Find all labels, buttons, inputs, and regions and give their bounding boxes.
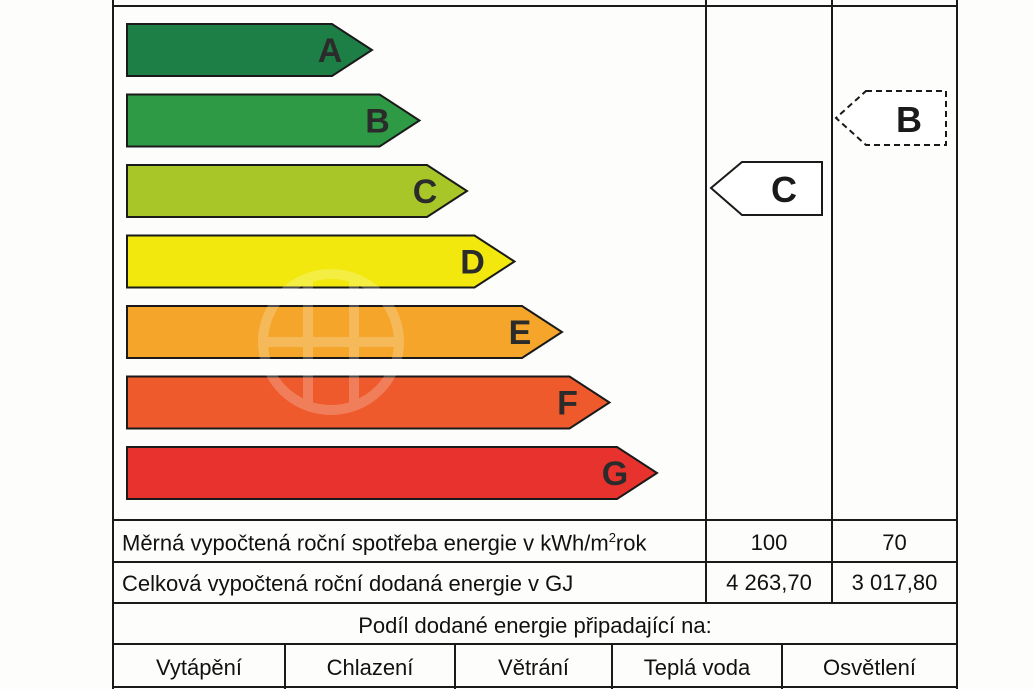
share-divider-4 [781,644,783,689]
energy-bar-letter-a: A [318,32,343,70]
share-col-ventilation: Větrání [498,655,569,680]
energy-bar-d [126,234,517,289]
specific-consumption-current: 100 [750,530,788,555]
watermark-logo [258,269,404,415]
energy-bar-g [126,446,659,500]
bottom-border [113,686,958,688]
share-col-hot-water: Teplá voda [643,655,751,680]
share-col-heating: Vytápění [155,655,243,680]
energy-bar-a [126,23,374,77]
share-header: Podíl dodané energie připadající na: [358,613,712,638]
specific-consumption-label: Měrná vypočtená roční spotřeba energie v… [122,530,647,556]
row-divider-3 [113,602,958,604]
energy-bar-letter-c: C [413,173,438,211]
energy-bar-e [126,305,564,359]
col-divider-2 [831,0,833,602]
current-class-arrow: C [709,161,823,216]
current-class-letter: C [771,169,797,210]
top-border [113,5,958,7]
specific-consumption-proposed: 70 [882,530,907,555]
energy-bar-letter-b: B [365,103,390,141]
energy-bar-letter-d: D [460,244,485,282]
energy-bar-c [126,164,469,218]
row-divider-1 [113,519,958,521]
share-col-cooling: Chlazení [326,655,414,680]
share-divider-3 [611,644,613,689]
share-divider-2 [454,644,456,689]
total-energy-proposed: 3 017,80 [851,570,938,595]
energy-bar-f [126,375,612,430]
energy-bar-letter-e: E [509,314,532,352]
row-divider-4 [113,643,958,645]
energy-bar-letter-g: G [602,455,628,493]
proposed-class-letter: B [896,99,922,140]
row-divider-2 [113,561,958,563]
total-energy-current: 4 263,70 [726,570,812,595]
share-divider-1 [284,644,286,689]
total-energy-label: Celková vypočtená roční dodaná energie v… [122,571,574,596]
energy-bar-letter-f: F [557,385,578,423]
energy-bar-b [126,93,422,148]
proposed-class-arrow: B [834,90,947,146]
col-divider-1 [705,0,707,602]
left-border [112,0,114,689]
right-border [956,0,958,689]
share-col-lighting: Osvětlení [823,655,916,680]
